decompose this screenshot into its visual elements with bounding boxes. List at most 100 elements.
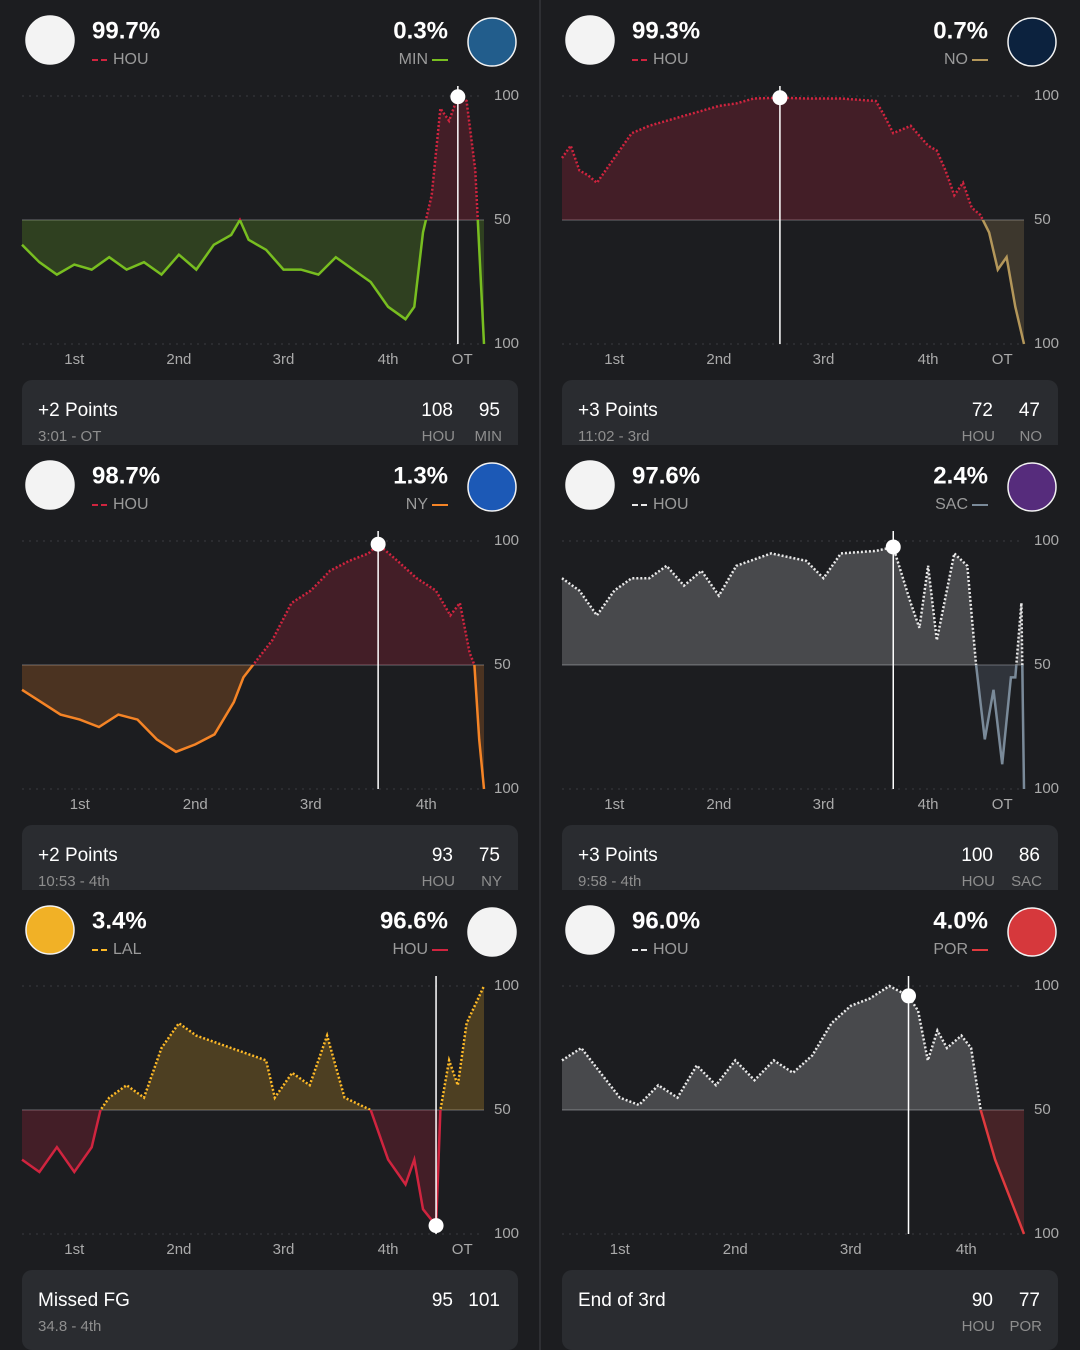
x-tick-label: OT	[992, 796, 1013, 813]
panel-bg	[540, 445, 1080, 890]
score-team: MIN	[475, 428, 503, 445]
x-tick-label: 2nd	[706, 796, 731, 813]
score-team: HOU	[962, 428, 995, 445]
right-abbr: NO	[944, 51, 968, 68]
team-logo	[25, 905, 75, 955]
play-time: 9:58 - 4th	[578, 873, 641, 890]
panel-bg	[0, 0, 540, 445]
left-pct: 97.6%	[632, 462, 700, 489]
left-pct: 99.3%	[632, 17, 700, 44]
line-above	[561, 984, 983, 1110]
play-card	[22, 825, 518, 890]
team-logo	[1007, 907, 1057, 957]
x-tick-label: 3rd	[813, 351, 835, 368]
team-logo	[1007, 17, 1057, 67]
right-pct: 0.7%	[933, 17, 988, 44]
panel-bg	[540, 0, 1080, 445]
score: 86	[1019, 845, 1040, 866]
line-above	[561, 545, 1024, 665]
x-tick-label: 4th	[378, 351, 399, 368]
left-abbr: HOU	[653, 496, 689, 513]
x-tick-label: 2nd	[183, 796, 208, 813]
team-logo	[25, 15, 75, 65]
score-team: HOU	[422, 428, 455, 445]
marker-dot	[450, 89, 466, 105]
team-logo	[1007, 462, 1057, 512]
play-time: 10:53 - 4th	[38, 873, 110, 890]
left-pct: 99.7%	[92, 17, 160, 44]
right-pct: 0.3%	[393, 17, 448, 44]
play-title: +3 Points	[578, 845, 658, 866]
y-tick-label: 50	[494, 656, 511, 673]
score: 108	[421, 400, 453, 421]
x-tick-label: 2nd	[166, 351, 191, 368]
area-above	[22, 544, 484, 665]
area-below	[22, 1110, 484, 1226]
marker-dot	[370, 536, 386, 552]
panel: 99.7% HOU 0.3% MIN 100 50 100 1st 2nd 3rd 4th OT +2 …	[0, 0, 540, 445]
play-card	[22, 1270, 518, 1350]
play-time: 11:02 - 3rd	[578, 428, 649, 445]
play-card	[562, 825, 1058, 890]
area-above	[562, 547, 1024, 665]
score-team: POR	[1009, 1318, 1042, 1335]
team-logo	[467, 462, 517, 512]
x-tick-label: 2nd	[166, 1241, 191, 1258]
right-abbr: SAC	[935, 496, 968, 513]
panel-bg	[0, 445, 540, 890]
left-abbr: HOU	[113, 51, 149, 68]
y-tick-label: 100	[494, 1225, 519, 1242]
score: 75	[479, 845, 500, 866]
y-tick-label: 100	[1034, 1225, 1059, 1242]
x-tick-label: OT	[452, 1241, 473, 1258]
x-tick-label: 4th	[918, 796, 939, 813]
y-tick-label: 100	[1034, 532, 1059, 549]
score: 47	[1019, 400, 1040, 421]
x-tick-label: 3rd	[840, 1241, 862, 1258]
score: 101	[468, 1290, 500, 1311]
x-tick-label: 1st	[64, 351, 85, 368]
y-tick-label: 100	[494, 335, 519, 352]
x-tick-label: 3rd	[273, 1241, 295, 1258]
play-title: Missed FG	[38, 1290, 130, 1311]
line-above	[238, 94, 480, 220]
score: 95	[432, 1290, 453, 1311]
y-tick-label: 50	[1034, 656, 1051, 673]
play-title: +2 Points	[38, 845, 118, 866]
x-tick-label: 1st	[610, 1241, 631, 1258]
line-below	[21, 220, 486, 345]
score-team: HOU	[962, 1318, 995, 1335]
play-card	[22, 380, 518, 445]
x-tick-label: 2nd	[706, 351, 731, 368]
area-above	[22, 986, 484, 1110]
right-abbr: NY	[406, 496, 429, 513]
y-tick-label: 50	[494, 211, 511, 228]
play-card	[562, 380, 1058, 445]
panel: 98.7% HOU 1.3% NY 100 50 100 1st 2nd 3rd 4th +2 Poi…	[0, 445, 540, 890]
y-tick-label: 100	[1034, 780, 1059, 797]
score: 93	[432, 845, 453, 866]
play-time: 3:01 - OT	[38, 428, 101, 445]
score-team: HOU	[962, 873, 995, 890]
x-tick-label: 2nd	[723, 1241, 748, 1258]
right-abbr: HOU	[392, 941, 428, 958]
x-tick-label: 3rd	[300, 796, 322, 813]
score: 77	[1019, 1290, 1040, 1311]
marker-dot	[885, 539, 901, 555]
left-abbr: HOU	[113, 496, 149, 513]
team-logo	[565, 15, 615, 65]
marker-dot	[428, 1218, 444, 1234]
score: 95	[479, 400, 500, 421]
right-pct: 96.6%	[380, 907, 448, 934]
y-tick-label: 100	[494, 977, 519, 994]
team-logo	[565, 905, 615, 955]
x-tick-label: 1st	[70, 796, 91, 813]
panel: 97.6% HOU 2.4% SAC 100 50 100 1st 2nd 3rd 4th OT +3 …	[540, 445, 1080, 890]
marker-dot	[772, 90, 788, 106]
x-tick-label: OT	[992, 351, 1013, 368]
panel: 3.4% LAL 96.6% HOU 100 50 100 1st 2nd 3rd 4th OT Mis…	[0, 890, 540, 1350]
y-tick-label: 100	[494, 87, 519, 104]
team-logo	[467, 907, 517, 957]
score: 90	[972, 1290, 993, 1311]
